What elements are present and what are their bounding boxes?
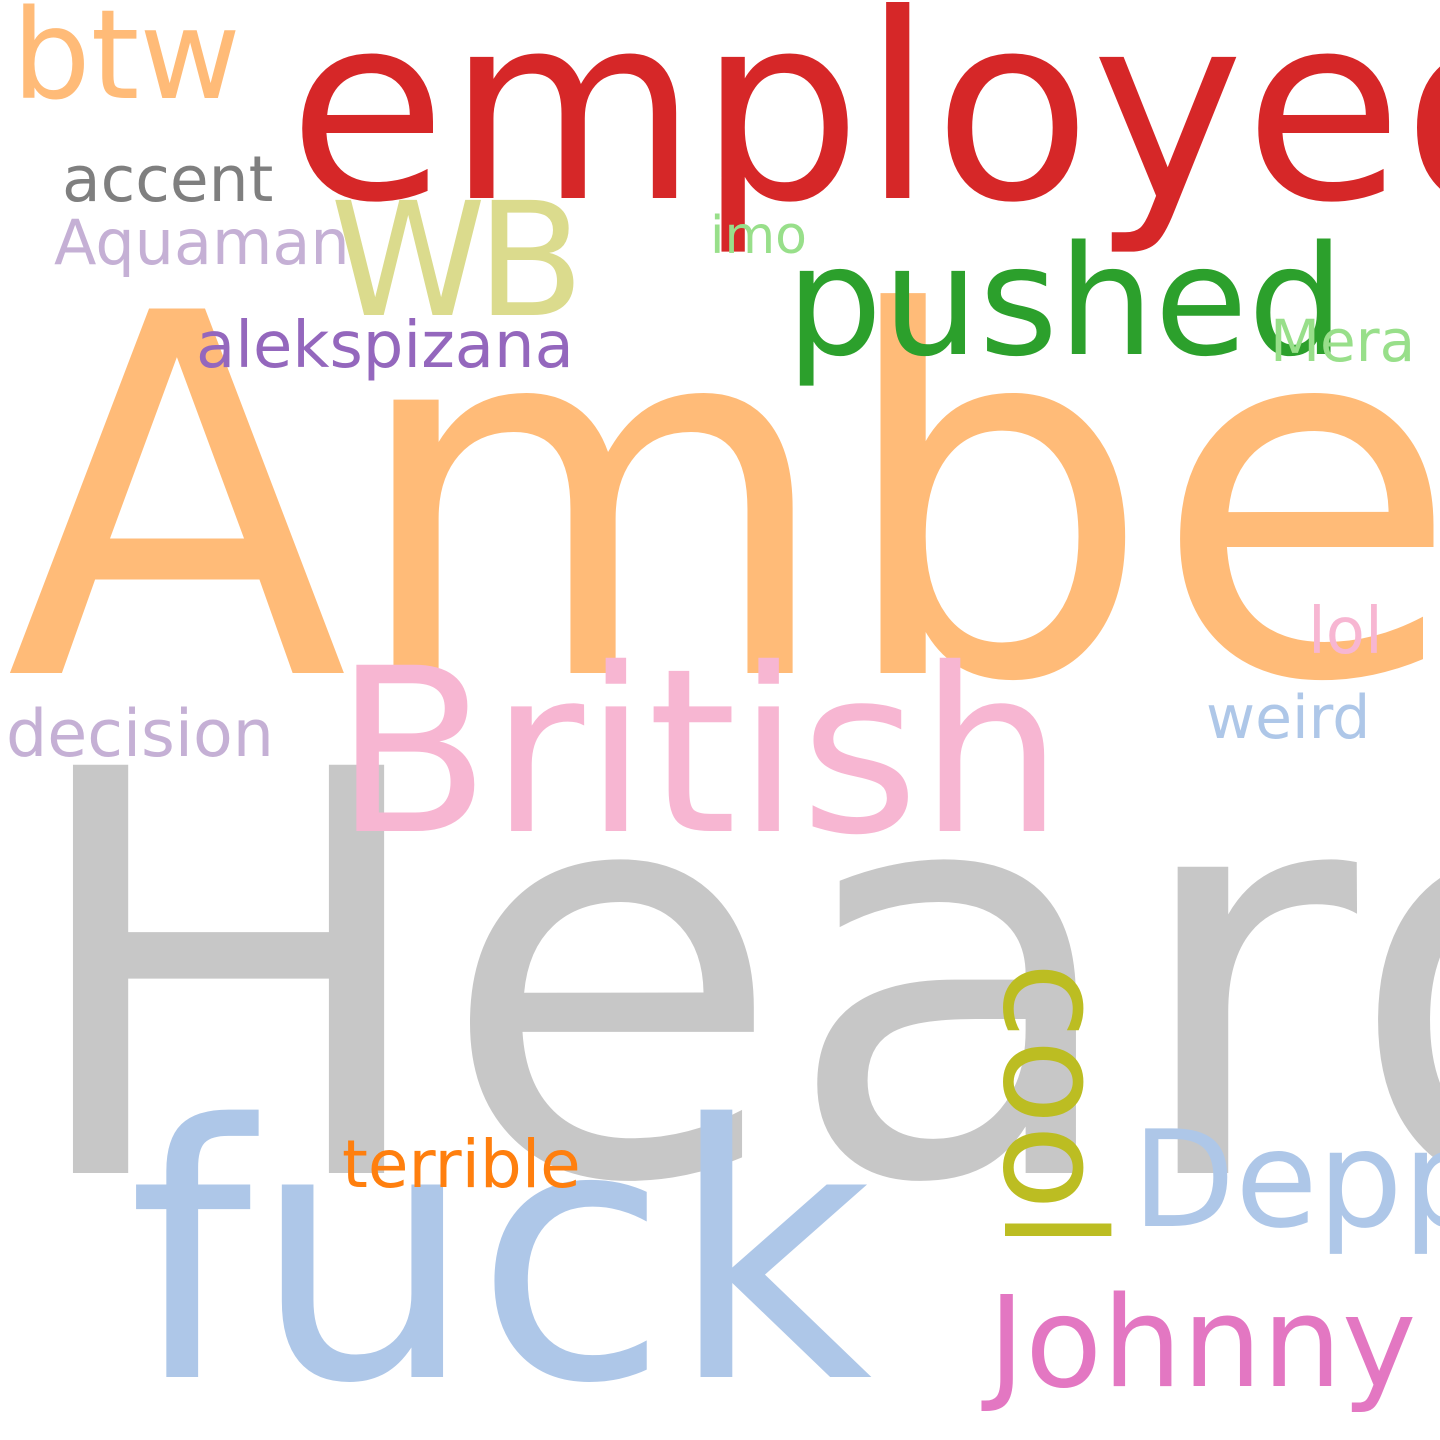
word-lol: lol: [1308, 595, 1383, 669]
word-btw: btw: [12, 0, 241, 128]
word-johnny: Johnny: [988, 1269, 1417, 1416]
word-terrible: terrible: [342, 1126, 581, 1203]
word-heard: Heard: [18, 654, 1440, 1306]
word-depp: Depp: [1132, 1102, 1440, 1258]
word-employed: employed: [288, 0, 1440, 259]
word-fuck: fuck: [128, 1051, 873, 1440]
word-aquaman: Aquaman: [54, 206, 350, 279]
word-accent: accent: [62, 143, 274, 216]
word-british: British: [334, 619, 1064, 885]
word-imo: imo: [710, 206, 807, 266]
word-mera: Mera: [1270, 307, 1416, 375]
word-decision: decision: [6, 697, 274, 772]
word-cool: cool: [971, 962, 1134, 1250]
word-amber: Amber: [6, 209, 1440, 791]
word-pushed: pushed: [786, 213, 1345, 390]
word-wb: WB: [330, 169, 585, 353]
word-weird: weird: [1206, 683, 1371, 753]
word-alekspizana: alekspizana: [196, 309, 574, 383]
